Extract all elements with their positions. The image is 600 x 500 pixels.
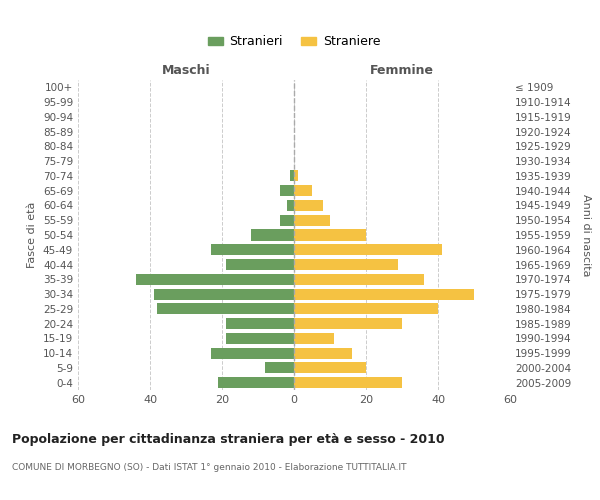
Bar: [294, 214, 330, 226]
Bar: [157, 304, 294, 314]
Text: Femmine: Femmine: [370, 64, 434, 77]
Bar: [251, 230, 294, 240]
Y-axis label: Anni di nascita: Anni di nascita: [581, 194, 591, 276]
Bar: [226, 333, 294, 344]
Y-axis label: Fasce di età: Fasce di età: [28, 202, 37, 268]
Bar: [280, 214, 294, 226]
Bar: [294, 244, 442, 256]
Bar: [280, 185, 294, 196]
Bar: [294, 274, 424, 285]
Bar: [294, 304, 438, 314]
Bar: [294, 333, 334, 344]
Bar: [294, 348, 352, 358]
Bar: [136, 274, 294, 285]
Text: Popolazione per cittadinanza straniera per età e sesso - 2010: Popolazione per cittadinanza straniera p…: [12, 432, 445, 446]
Bar: [294, 170, 298, 181]
Bar: [211, 348, 294, 358]
Text: Maschi: Maschi: [161, 64, 211, 77]
Text: COMUNE DI MORBEGNO (SO) - Dati ISTAT 1° gennaio 2010 - Elaborazione TUTTITALIA.I: COMUNE DI MORBEGNO (SO) - Dati ISTAT 1° …: [12, 463, 407, 472]
Bar: [294, 230, 366, 240]
Bar: [287, 200, 294, 211]
Bar: [294, 288, 474, 300]
Bar: [211, 244, 294, 256]
Bar: [265, 362, 294, 374]
Bar: [218, 377, 294, 388]
Bar: [226, 318, 294, 329]
Bar: [226, 259, 294, 270]
Bar: [154, 288, 294, 300]
Bar: [294, 318, 402, 329]
Bar: [294, 259, 398, 270]
Legend: Stranieri, Straniere: Stranieri, Straniere: [203, 30, 385, 54]
Bar: [294, 377, 402, 388]
Bar: [290, 170, 294, 181]
Bar: [294, 362, 366, 374]
Bar: [294, 185, 312, 196]
Bar: [294, 200, 323, 211]
